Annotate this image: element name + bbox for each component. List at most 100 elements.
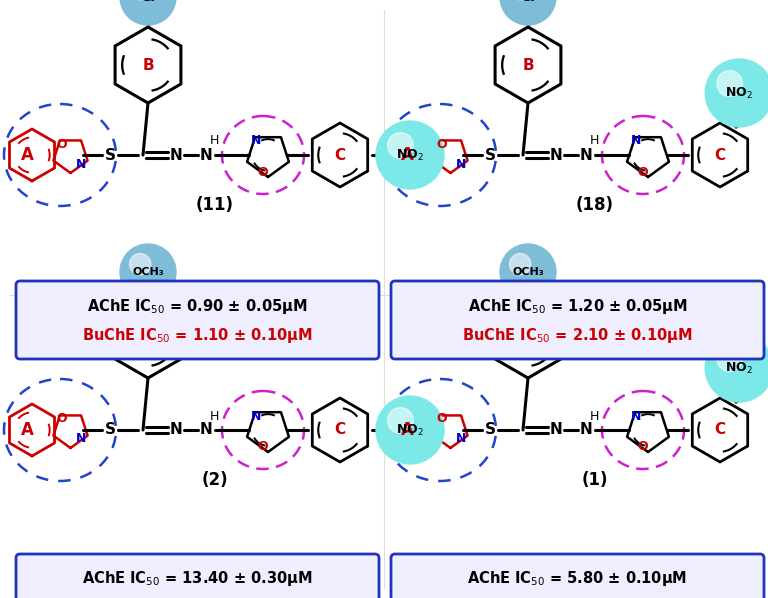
- Text: C: C: [714, 423, 726, 438]
- Circle shape: [705, 334, 768, 402]
- Text: O: O: [436, 413, 447, 426]
- Text: N: N: [76, 432, 87, 446]
- Polygon shape: [389, 129, 435, 181]
- Polygon shape: [247, 412, 289, 452]
- Text: NO$_2$: NO$_2$: [396, 422, 424, 438]
- Text: NO$_2$: NO$_2$: [396, 148, 424, 163]
- Text: H: H: [589, 135, 599, 148]
- Text: H: H: [210, 410, 219, 423]
- Text: O: O: [258, 166, 268, 178]
- Polygon shape: [313, 398, 368, 462]
- Text: N: N: [200, 148, 213, 163]
- Polygon shape: [9, 404, 55, 456]
- Text: Cl: Cl: [521, 0, 535, 4]
- FancyBboxPatch shape: [391, 281, 764, 359]
- Text: O: O: [637, 441, 648, 453]
- Polygon shape: [247, 137, 289, 177]
- Circle shape: [120, 244, 176, 300]
- Text: N: N: [170, 148, 182, 163]
- Text: O: O: [56, 413, 67, 426]
- Text: OCH₃: OCH₃: [132, 267, 164, 277]
- Text: N: N: [456, 432, 467, 446]
- Circle shape: [717, 346, 743, 371]
- Text: N: N: [170, 423, 182, 438]
- Circle shape: [388, 408, 413, 434]
- Polygon shape: [495, 27, 561, 103]
- Text: S: S: [104, 148, 115, 163]
- Circle shape: [500, 0, 556, 25]
- Circle shape: [705, 59, 768, 127]
- Text: OCH₃: OCH₃: [512, 267, 544, 277]
- Text: N: N: [550, 148, 562, 163]
- Polygon shape: [53, 416, 88, 448]
- Text: N: N: [251, 410, 261, 423]
- Text: B: B: [142, 57, 154, 72]
- Text: NO$_2$: NO$_2$: [725, 361, 753, 376]
- Text: O: O: [56, 138, 67, 151]
- Polygon shape: [115, 27, 181, 103]
- FancyBboxPatch shape: [391, 554, 764, 598]
- Text: A: A: [21, 421, 34, 439]
- Text: N: N: [631, 135, 641, 148]
- Polygon shape: [389, 404, 435, 456]
- Circle shape: [717, 71, 743, 96]
- Text: O: O: [637, 166, 648, 178]
- Text: N: N: [580, 148, 592, 163]
- Text: O: O: [258, 441, 268, 453]
- Polygon shape: [313, 123, 368, 187]
- Text: N: N: [580, 423, 592, 438]
- FancyBboxPatch shape: [16, 281, 379, 359]
- Text: AChE IC$_{50}$ = 0.90 ± 0.05μM: AChE IC$_{50}$ = 0.90 ± 0.05μM: [88, 297, 308, 316]
- Text: S: S: [104, 423, 115, 438]
- Polygon shape: [53, 141, 88, 173]
- Text: (1): (1): [581, 471, 608, 489]
- Text: B: B: [522, 57, 534, 72]
- Text: N: N: [251, 135, 261, 148]
- Polygon shape: [9, 129, 55, 181]
- Text: N: N: [631, 410, 641, 423]
- Text: S: S: [485, 423, 495, 438]
- Text: (11): (11): [196, 196, 234, 214]
- Text: Cl: Cl: [141, 0, 155, 4]
- Circle shape: [130, 254, 151, 275]
- Text: H: H: [589, 410, 599, 423]
- Polygon shape: [627, 137, 669, 177]
- Circle shape: [509, 254, 531, 275]
- Polygon shape: [692, 123, 748, 187]
- FancyBboxPatch shape: [16, 554, 379, 598]
- Text: (18): (18): [576, 196, 614, 214]
- Text: A: A: [401, 146, 413, 164]
- Text: AChE IC$_{50}$ = 13.40 ± 0.30μM: AChE IC$_{50}$ = 13.40 ± 0.30μM: [82, 569, 313, 588]
- Text: (2): (2): [202, 471, 228, 489]
- Text: AChE IC$_{50}$ = 1.20 ± 0.05μM: AChE IC$_{50}$ = 1.20 ± 0.05μM: [468, 297, 687, 316]
- Text: B: B: [142, 332, 154, 347]
- Text: S: S: [485, 148, 495, 163]
- Circle shape: [120, 0, 176, 25]
- Polygon shape: [433, 141, 468, 173]
- Circle shape: [500, 244, 556, 300]
- Text: AChE IC$_{50}$ = 5.80 ± 0.10μM: AChE IC$_{50}$ = 5.80 ± 0.10μM: [468, 569, 687, 588]
- Text: BuChE IC$_{50}$ = 1.10 ± 0.10μM: BuChE IC$_{50}$ = 1.10 ± 0.10μM: [82, 326, 313, 345]
- Text: A: A: [401, 421, 413, 439]
- Text: O: O: [436, 138, 447, 151]
- Text: C: C: [334, 148, 346, 163]
- Text: N: N: [76, 157, 87, 170]
- Text: C: C: [334, 423, 346, 438]
- Circle shape: [376, 121, 444, 189]
- Polygon shape: [627, 412, 669, 452]
- Polygon shape: [692, 398, 748, 462]
- Text: B: B: [522, 332, 534, 347]
- Text: A: A: [21, 146, 34, 164]
- Text: N: N: [456, 157, 467, 170]
- Text: H: H: [210, 135, 219, 148]
- Polygon shape: [115, 302, 181, 378]
- Text: N: N: [200, 423, 213, 438]
- Polygon shape: [433, 416, 468, 448]
- Text: C: C: [714, 148, 726, 163]
- Text: N: N: [550, 423, 562, 438]
- Circle shape: [376, 396, 444, 464]
- Circle shape: [388, 133, 413, 158]
- Text: BuChE IC$_{50}$ = 2.10 ± 0.10μM: BuChE IC$_{50}$ = 2.10 ± 0.10μM: [462, 326, 693, 345]
- Text: NO$_2$: NO$_2$: [725, 86, 753, 100]
- Polygon shape: [495, 302, 561, 378]
